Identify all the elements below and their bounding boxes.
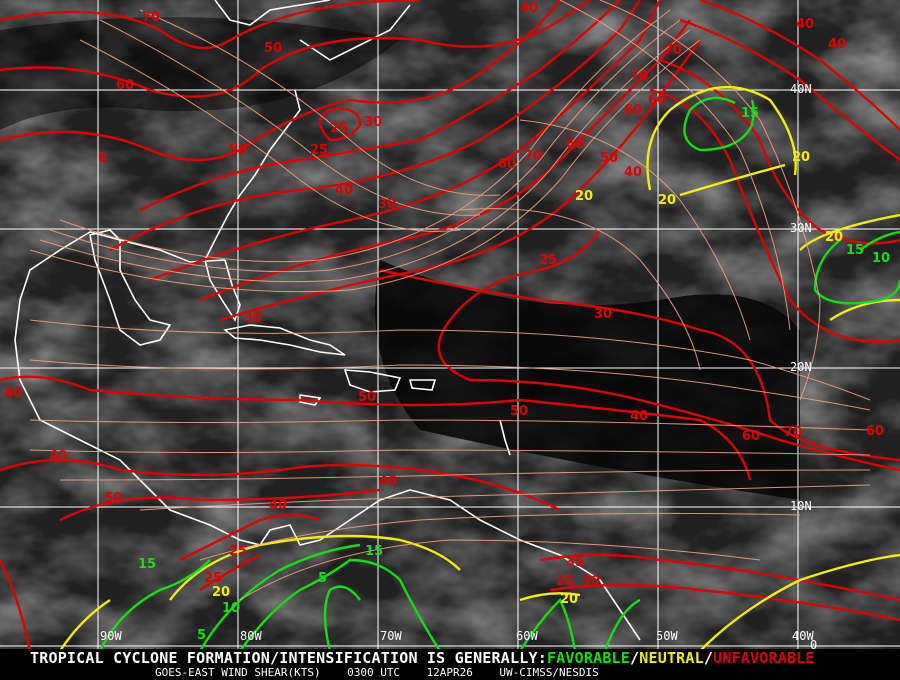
contour-label-unfavorable: 50 xyxy=(510,404,529,419)
contour-label-neutral: 20 xyxy=(212,585,231,600)
contour-label-unfavorable: 40 xyxy=(269,498,288,513)
lon-label: 60W xyxy=(516,629,538,643)
contour-label-unfavorable: 60 xyxy=(498,157,517,172)
contour-label-unfavorable: 50 xyxy=(600,151,619,166)
contour-label-unfavorable: 50 xyxy=(264,41,283,56)
contour-label-unfavorable: 70 xyxy=(784,425,803,440)
contour-label-unfavorable: 60 xyxy=(624,103,643,118)
dry-air-region xyxy=(0,17,400,131)
contour-label-unfavorable: 40 xyxy=(520,1,539,16)
contour-label-unfavorable: 60 xyxy=(116,78,135,93)
contour-label-neutral: 20 xyxy=(825,230,844,245)
contour-label-unfavorable: 70 xyxy=(630,69,649,84)
shear-contours-neutral xyxy=(58,85,900,651)
contour-label-unfavorable: 40 xyxy=(624,165,643,180)
contour-label-unfavorable: 40 xyxy=(630,409,649,424)
contour-label-unfavorable: 40 xyxy=(4,386,23,401)
contour-label-unfavorable: 30 xyxy=(594,307,613,322)
banner-title: TROPICAL CYCLONE FORMATION/INTENSIFICATI… xyxy=(30,650,815,666)
contour-label-unfavorable: 25 xyxy=(204,571,223,586)
contour-label-neutral: 20 xyxy=(560,592,579,607)
map-canvas xyxy=(0,0,900,651)
contour-label-unfavorable: 50 xyxy=(104,491,123,506)
lat-label: 30N xyxy=(790,221,812,235)
contour-label-unfavorable: 70 xyxy=(524,149,543,164)
contour-label-unfavorable: 40 xyxy=(828,37,847,52)
lon-label: 50W xyxy=(656,629,678,643)
lon-label: 90W xyxy=(100,629,122,643)
product-name: GOES-EAST WIND SHEAR(KTS) xyxy=(155,666,321,679)
lat-label: 20N xyxy=(790,360,812,374)
contour-label-unfavorable: 30 xyxy=(378,197,397,212)
contour-label-unfavorable: 25 xyxy=(556,574,575,589)
contour-label-neutral: 20 xyxy=(658,193,677,208)
contour-label-unfavorable: 0 xyxy=(98,151,108,166)
contour-label-unfavorable: 60 xyxy=(742,429,761,444)
contour-label-favorable: 15 xyxy=(365,544,384,559)
contour-label-unfavorable: 30 xyxy=(244,311,263,326)
contour-label-favorable: 5 xyxy=(318,571,328,586)
contour-label-favorable: 15 xyxy=(741,106,760,121)
contour-label-neutral: 20 xyxy=(575,189,594,204)
contour-label-unfavorable: 60 xyxy=(866,424,885,439)
coastlines xyxy=(14,0,641,641)
contour-label-unfavorable: 70 xyxy=(664,43,683,58)
lon-label: 40W xyxy=(792,629,814,643)
lat-label: 10N xyxy=(790,499,812,513)
data-source: UW-CIMSS/NESDIS xyxy=(499,666,599,679)
lon-label: 70W xyxy=(380,629,402,643)
unfavorable-label: UNFAVORABLE xyxy=(713,649,815,667)
contour-label-unfavorable: 40 xyxy=(379,474,398,489)
favorable-label: FAVORABLE xyxy=(546,649,631,667)
contour-label-unfavorable: 40 xyxy=(335,183,354,198)
contour-label-unfavorable: 25 xyxy=(330,121,349,136)
contour-label-unfavorable: 40 xyxy=(49,449,68,464)
contour-label-unfavorable: 30 xyxy=(582,574,601,589)
wind-streamlines xyxy=(29,0,871,601)
contour-label-favorable: 15 xyxy=(138,557,157,572)
contour-label-unfavorable: 30 xyxy=(364,115,383,130)
contour-label-unfavorable: 25 xyxy=(539,253,558,268)
contour-label-unfavorable: 50 xyxy=(358,390,377,405)
lon-label: 80W xyxy=(240,629,262,643)
valid-time: 0300 UTC xyxy=(347,666,401,679)
contour-label-unfavorable: 60 xyxy=(566,137,585,152)
contour-label-unfavorable: 25 xyxy=(229,544,248,559)
legend-banner: TROPICAL CYCLONE FORMATION/INTENSIFICATI… xyxy=(0,649,900,680)
contour-label-favorable: 10 xyxy=(222,601,241,616)
contour-label-neutral: 20 xyxy=(792,150,811,165)
lat-label: 0 xyxy=(810,638,818,652)
shear-contours-unfavorable xyxy=(0,0,900,651)
contour-label-unfavorable: 25 xyxy=(310,143,329,158)
contour-label-favorable: 15 xyxy=(846,243,865,258)
separator: / xyxy=(630,649,640,667)
contour-label-favorable: 10 xyxy=(872,251,891,266)
contour-label-unfavorable: 50 xyxy=(229,143,248,158)
banner-info: GOES-EAST WIND SHEAR(KTS) 0300 UTC 12APR… xyxy=(155,667,599,679)
banner-prefix: TROPICAL CYCLONE FORMATION/INTENSIFICATI… xyxy=(30,649,547,667)
contour-label-favorable: 5 xyxy=(197,628,207,643)
valid-date: 12APR26 xyxy=(426,666,473,679)
contour-label-unfavorable: 60 xyxy=(648,93,667,108)
contour-label-unfavorable: 40 xyxy=(796,17,815,32)
contour-label-unfavorable: 70 xyxy=(142,10,161,25)
dry-air-region xyxy=(375,260,800,500)
separator: / xyxy=(703,649,714,667)
contour-label-unfavorable: 35 xyxy=(566,555,585,570)
neutral-label: NEUTRAL xyxy=(639,649,704,667)
lat-label: 40N xyxy=(790,82,812,96)
